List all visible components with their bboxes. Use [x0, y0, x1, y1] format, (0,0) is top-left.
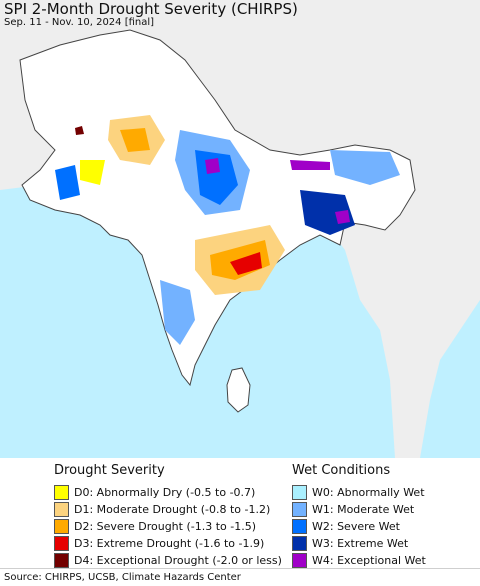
sri-lanka	[226, 367, 251, 413]
legend-label-d4: D4: Exceptional Drought (-2.0 or less)	[74, 554, 282, 567]
wet-patch-w4-east	[335, 210, 350, 224]
wet-conditions-legend: Wet Conditions W0: Abnormally Wet W1: Mo…	[292, 463, 476, 569]
legend-swatch-d2	[54, 519, 69, 534]
drought-patch-d0-west	[80, 160, 105, 185]
legend-item-d2: D2: Severe Drought (-1.3 to -1.5)	[54, 518, 290, 535]
legend-label-d2: D2: Severe Drought (-1.3 to -1.5)	[74, 520, 257, 533]
source-credit: Source: CHIRPS, UCSB, Climate Hazards Ce…	[4, 572, 241, 583]
legend-label-w4: W4: Exceptional Wet	[312, 554, 426, 567]
legend-swatch-w2	[292, 519, 307, 534]
legend-swatch-d1	[54, 502, 69, 517]
legend-swatch-w3	[292, 536, 307, 551]
wet-patch-w2-west	[55, 165, 80, 200]
drought-patch-d3-central	[230, 252, 262, 275]
wet-patch-w3-east	[300, 190, 355, 235]
drought-legend-title: Drought Severity	[54, 463, 165, 478]
legend-swatch-w4	[292, 553, 307, 568]
legend-label-d0: D0: Abnormally Dry (-0.5 to -0.7)	[74, 486, 256, 499]
drought-severity-legend: Drought Severity D0: Abnormally Dry (-0.…	[54, 463, 290, 569]
map-subtitle: Sep. 11 - Nov. 10, 2024 [final]	[4, 17, 155, 28]
legend-label-w3: W3: Extreme Wet	[312, 537, 409, 550]
legend-item-w4: W4: Exceptional Wet	[292, 552, 476, 569]
drought-map	[0, 0, 480, 458]
wet-legend-title: Wet Conditions	[292, 463, 391, 478]
footer-divider	[0, 568, 480, 569]
legend-item-d3: D3: Extreme Drought (-1.6 to -1.9)	[54, 535, 290, 552]
legend-swatch-d4	[54, 553, 69, 568]
legend-item-w0: W0: Abnormally Wet	[292, 484, 476, 501]
drought-patch-d4-northwest	[75, 126, 84, 135]
wet-patch-w4-northeast	[290, 160, 330, 170]
legend-item-d0: D0: Abnormally Dry (-0.5 to -0.7)	[54, 484, 290, 501]
drought-patch-d2-northwest	[120, 128, 150, 152]
wet-patch-w1-south	[160, 280, 195, 345]
wet-patch-w1-northeast	[330, 150, 400, 185]
legend-item-d1: D1: Moderate Drought (-0.8 to -1.2)	[54, 501, 290, 518]
legend-item-d4: D4: Exceptional Drought (-2.0 or less)	[54, 552, 290, 569]
legend-swatch-d3	[54, 536, 69, 551]
legend-label-d1: D1: Moderate Drought (-0.8 to -1.2)	[74, 503, 271, 516]
legend-item-w2: W2: Severe Wet	[292, 518, 476, 535]
legend-item-w3: W3: Extreme Wet	[292, 535, 476, 552]
legend-label-w0: W0: Abnormally Wet	[312, 486, 425, 499]
legend-swatch-w0	[292, 485, 307, 500]
legend-swatch-w1	[292, 502, 307, 517]
legend-label-d3: D3: Extreme Drought (-1.6 to -1.9)	[74, 537, 265, 550]
legend-item-w1: W1: Moderate Wet	[292, 501, 476, 518]
legend-label-w2: W2: Severe Wet	[312, 520, 400, 533]
map-title: SPI 2-Month Drought Severity (CHIRPS)	[4, 0, 298, 18]
legend-label-w1: W1: Moderate Wet	[312, 503, 415, 516]
wet-patch-w4-north	[205, 158, 220, 174]
legend-swatch-d0	[54, 485, 69, 500]
